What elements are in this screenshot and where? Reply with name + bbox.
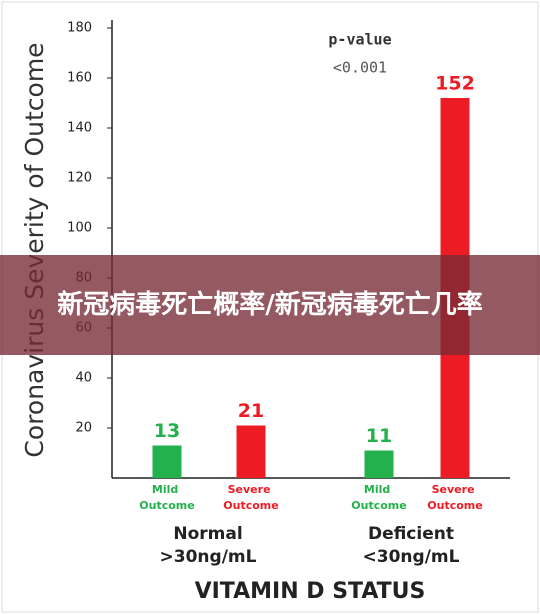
y-tick-label: 160 [67,71,92,86]
x-tick-label: Severe Outcome [223,483,278,512]
bar [152,445,182,478]
group-label: Normal [173,524,242,544]
x-tick-label: Severe Outcome [427,483,482,512]
data-label: 152 [435,73,475,95]
data-label: 11 [366,425,392,447]
group-label: Deficient [368,524,454,544]
annotation-title: p-value [328,31,391,49]
y-tick-label: 100 [67,221,92,236]
banner-text: 新冠病毒死亡概率/新冠病毒死亡几率 [57,290,483,320]
annotation-text: <0.001 [333,59,387,77]
y-tick-label: 40 [75,371,92,386]
banner: 新冠病毒死亡概率/新冠病毒死亡几率 [0,255,540,355]
y-tick-label: 120 [67,171,92,186]
x-tick-label: Mild Outcome [351,483,406,512]
bar [364,450,394,478]
data-label: 21 [238,400,264,422]
x-axis-label: VITAMIN D STATUS [195,579,426,604]
y-tick-label: 180 [67,21,92,36]
bar [236,425,266,478]
data-label: 13 [154,420,180,442]
group-range: <30ng/mL [363,547,460,567]
y-tick-label: 20 [75,421,92,436]
y-tick-label: 140 [67,121,92,136]
y-axis-label: Coronavirus Severity of Outcome [20,42,49,457]
group-range: >30ng/mL [160,547,257,567]
x-tick-label: Mild Outcome [139,483,194,512]
